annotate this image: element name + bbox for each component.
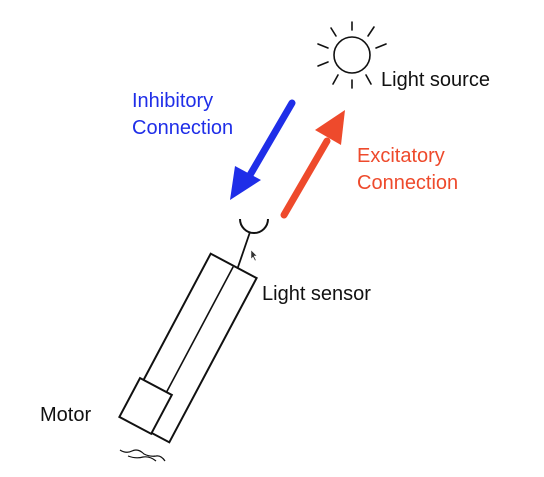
excitatory-label-line-1: Excitatory [357,145,445,167]
excitatory-arrow-head [315,110,345,145]
light-source-label: Light source [381,69,490,91]
excitatory-connection-label: Excitatory Connection [357,143,458,197]
light-sensor [239,218,269,234]
inhibitory-connection-label: Inhibitory Connection [132,88,233,142]
motor-block [118,376,174,436]
excitatory-arrow-shaft [280,137,331,219]
inhibitory-arrow-head [230,166,261,200]
scribble-marks [119,449,166,462]
sun-icon [317,21,387,89]
inhibitory-label-line-1: Inhibitory [132,90,214,112]
motor-label: Motor [40,404,92,426]
vehicle-body [118,252,258,444]
excitatory-label-line-2: Connection [357,172,459,194]
mouse-pointer-icon [250,249,258,262]
sensor-rod [236,231,251,271]
vehicle-inner-line [165,266,234,393]
light-sensor-label: Light sensor [262,283,371,305]
excitatory-arrow [280,110,345,219]
inhibitory-arrow [230,99,296,200]
inhibitory-label-line-2: Connection [132,117,234,139]
inhibitory-arrow-shaft [246,99,296,179]
